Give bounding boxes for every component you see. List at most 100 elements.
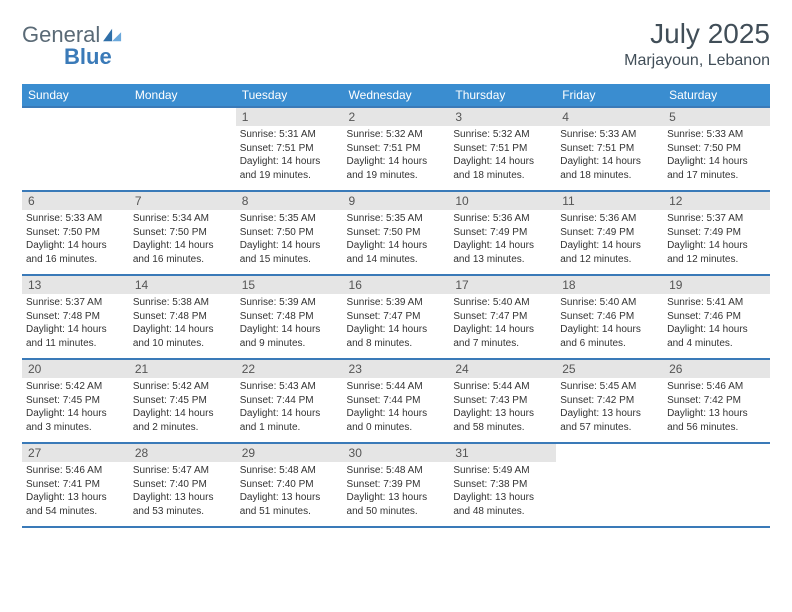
logo: GeneralBlue [22,18,124,70]
daylight-line: Daylight: 14 hours and 16 minutes. [133,239,232,266]
sunset-line: Sunset: 7:50 PM [26,226,125,240]
day-info: Sunrise: 5:36 AMSunset: 7:49 PMDaylight:… [556,210,663,270]
sunset-line: Sunset: 7:46 PM [667,310,766,324]
day-cell: 31Sunrise: 5:49 AMSunset: 7:38 PMDayligh… [449,443,556,527]
sunrise-line: Sunrise: 5:35 AM [347,212,446,226]
day-cell: 10Sunrise: 5:36 AMSunset: 7:49 PMDayligh… [449,191,556,275]
sunset-line: Sunset: 7:49 PM [560,226,659,240]
sunset-line: Sunset: 7:48 PM [240,310,339,324]
daylight-line: Daylight: 13 hours and 57 minutes. [560,407,659,434]
day-info: Sunrise: 5:33 AMSunset: 7:50 PMDaylight:… [663,126,770,186]
sunset-line: Sunset: 7:48 PM [133,310,232,324]
day-number: 7 [129,192,236,210]
day-header-cell: Thursday [449,84,556,107]
day-cell [22,107,129,191]
sunrise-line: Sunrise: 5:43 AM [240,380,339,394]
sunset-line: Sunset: 7:46 PM [560,310,659,324]
sunrise-line: Sunrise: 5:33 AM [560,128,659,142]
day-number: 5 [663,108,770,126]
day-cell: 24Sunrise: 5:44 AMSunset: 7:43 PMDayligh… [449,359,556,443]
day-info: Sunrise: 5:35 AMSunset: 7:50 PMDaylight:… [343,210,450,270]
week-row: 6Sunrise: 5:33 AMSunset: 7:50 PMDaylight… [22,191,770,275]
sunset-line: Sunset: 7:44 PM [347,394,446,408]
day-number: 31 [449,444,556,462]
day-cell: 2Sunrise: 5:32 AMSunset: 7:51 PMDaylight… [343,107,450,191]
page-header: GeneralBlue July 2025 Marjayoun, Lebanon [22,18,770,70]
daylight-line: Daylight: 14 hours and 7 minutes. [453,323,552,350]
sunset-line: Sunset: 7:40 PM [240,478,339,492]
day-cell: 11Sunrise: 5:36 AMSunset: 7:49 PMDayligh… [556,191,663,275]
sunrise-line: Sunrise: 5:32 AM [453,128,552,142]
day-info: Sunrise: 5:49 AMSunset: 7:38 PMDaylight:… [449,462,556,522]
daylight-line: Daylight: 14 hours and 19 minutes. [240,155,339,182]
sunset-line: Sunset: 7:45 PM [26,394,125,408]
sunrise-line: Sunrise: 5:34 AM [133,212,232,226]
daylight-line: Daylight: 14 hours and 10 minutes. [133,323,232,350]
location-label: Marjayoun, Lebanon [624,52,770,70]
day-info: Sunrise: 5:40 AMSunset: 7:47 PMDaylight:… [449,294,556,354]
day-number: 22 [236,360,343,378]
day-info: Sunrise: 5:43 AMSunset: 7:44 PMDaylight:… [236,378,343,438]
day-number: 14 [129,276,236,294]
sunset-line: Sunset: 7:50 PM [667,142,766,156]
daylight-line: Daylight: 14 hours and 6 minutes. [560,323,659,350]
daylight-line: Daylight: 14 hours and 9 minutes. [240,323,339,350]
daylight-line: Daylight: 14 hours and 15 minutes. [240,239,339,266]
day-cell: 23Sunrise: 5:44 AMSunset: 7:44 PMDayligh… [343,359,450,443]
day-info: Sunrise: 5:42 AMSunset: 7:45 PMDaylight:… [22,378,129,438]
day-number: 10 [449,192,556,210]
day-cell: 17Sunrise: 5:40 AMSunset: 7:47 PMDayligh… [449,275,556,359]
sunset-line: Sunset: 7:51 PM [240,142,339,156]
sunset-line: Sunset: 7:48 PM [26,310,125,324]
flag-icon [102,26,124,44]
sunset-line: Sunset: 7:40 PM [133,478,232,492]
sunrise-line: Sunrise: 5:39 AM [347,296,446,310]
sunset-line: Sunset: 7:50 PM [347,226,446,240]
day-info: Sunrise: 5:34 AMSunset: 7:50 PMDaylight:… [129,210,236,270]
day-info: Sunrise: 5:33 AMSunset: 7:51 PMDaylight:… [556,126,663,186]
daylight-line: Daylight: 14 hours and 18 minutes. [560,155,659,182]
sunrise-line: Sunrise: 5:36 AM [453,212,552,226]
day-info: Sunrise: 5:33 AMSunset: 7:50 PMDaylight:… [22,210,129,270]
day-number: 30 [343,444,450,462]
sunset-line: Sunset: 7:43 PM [453,394,552,408]
daylight-line: Daylight: 13 hours and 54 minutes. [26,491,125,518]
sunrise-line: Sunrise: 5:33 AM [26,212,125,226]
sunrise-line: Sunrise: 5:40 AM [453,296,552,310]
day-number: 26 [663,360,770,378]
day-cell: 8Sunrise: 5:35 AMSunset: 7:50 PMDaylight… [236,191,343,275]
sunset-line: Sunset: 7:42 PM [667,394,766,408]
day-info: Sunrise: 5:45 AMSunset: 7:42 PMDaylight:… [556,378,663,438]
day-header-row: SundayMondayTuesdayWednesdayThursdayFrid… [22,84,770,107]
day-number: 27 [22,444,129,462]
day-cell: 5Sunrise: 5:33 AMSunset: 7:50 PMDaylight… [663,107,770,191]
sunrise-line: Sunrise: 5:47 AM [133,464,232,478]
day-number: 8 [236,192,343,210]
day-number: 17 [449,276,556,294]
day-info: Sunrise: 5:36 AMSunset: 7:49 PMDaylight:… [449,210,556,270]
daylight-line: Daylight: 14 hours and 11 minutes. [26,323,125,350]
day-cell [129,107,236,191]
sunset-line: Sunset: 7:38 PM [453,478,552,492]
day-info: Sunrise: 5:42 AMSunset: 7:45 PMDaylight:… [129,378,236,438]
daylight-line: Daylight: 14 hours and 4 minutes. [667,323,766,350]
day-number: 12 [663,192,770,210]
sunrise-line: Sunrise: 5:41 AM [667,296,766,310]
sunrise-line: Sunrise: 5:32 AM [347,128,446,142]
sunrise-line: Sunrise: 5:40 AM [560,296,659,310]
sunrise-line: Sunrise: 5:37 AM [667,212,766,226]
day-info: Sunrise: 5:46 AMSunset: 7:41 PMDaylight:… [22,462,129,522]
day-cell: 30Sunrise: 5:48 AMSunset: 7:39 PMDayligh… [343,443,450,527]
day-info: Sunrise: 5:47 AMSunset: 7:40 PMDaylight:… [129,462,236,522]
sunset-line: Sunset: 7:50 PM [133,226,232,240]
calendar-table: SundayMondayTuesdayWednesdayThursdayFrid… [22,84,770,528]
day-header-cell: Tuesday [236,84,343,107]
sunset-line: Sunset: 7:51 PM [560,142,659,156]
logo-text-blue: Blue [64,44,112,70]
sunrise-line: Sunrise: 5:42 AM [26,380,125,394]
day-cell: 14Sunrise: 5:38 AMSunset: 7:48 PMDayligh… [129,275,236,359]
sunrise-line: Sunrise: 5:49 AM [453,464,552,478]
day-number: 2 [343,108,450,126]
day-cell: 12Sunrise: 5:37 AMSunset: 7:49 PMDayligh… [663,191,770,275]
day-number: 6 [22,192,129,210]
